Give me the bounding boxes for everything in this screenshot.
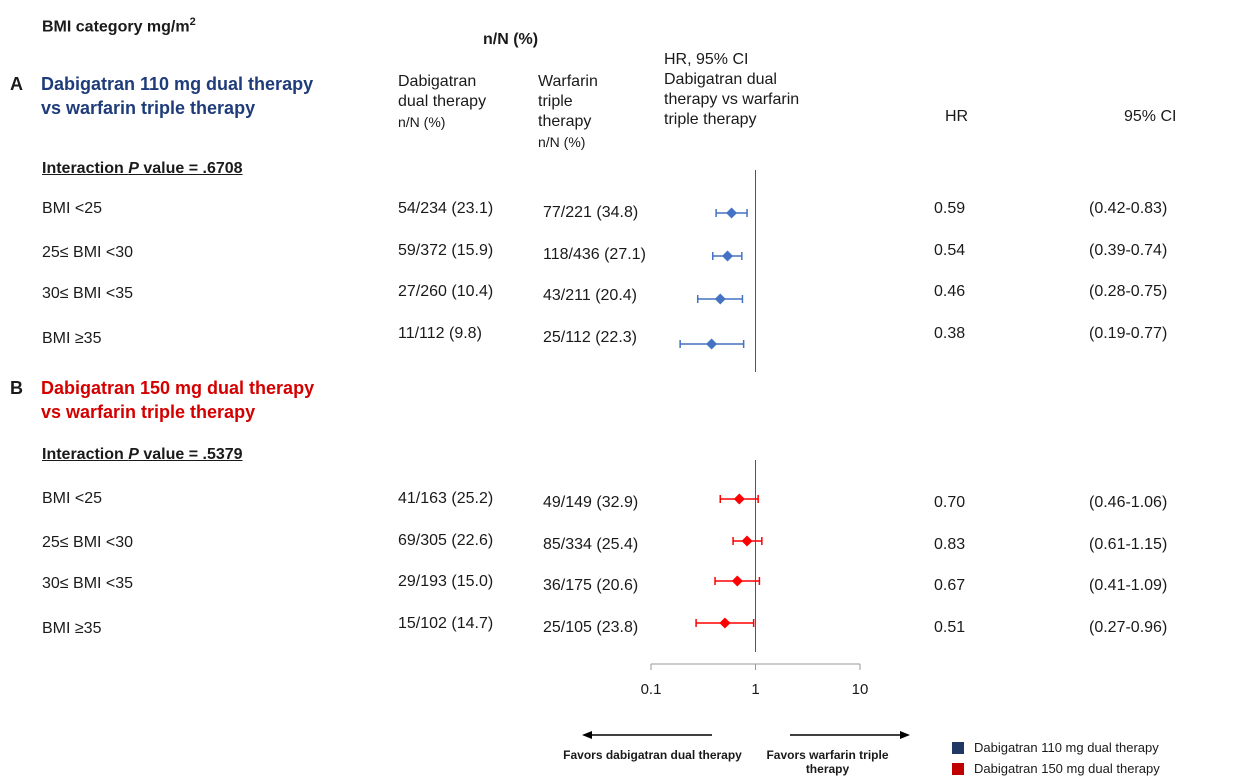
legend-label-110: Dabigatran 110 mg dual therapy <box>974 740 1159 755</box>
dabigatran-column-header: Dabigatran dual therapy n/N (%) <box>398 73 487 130</box>
row-label: 30≤ BMI <35 <box>42 285 134 302</box>
ci-value: (0.61-1.15) <box>1089 536 1168 553</box>
x-tick-label: 0.1 <box>641 681 662 698</box>
hr-value: 0.67 <box>934 577 966 594</box>
hr-point-diamond <box>719 617 731 629</box>
hr-value: 0.51 <box>934 619 966 636</box>
warf-cell: 118/436 (27.1) <box>543 246 646 263</box>
hr-value: 0.83 <box>934 536 966 553</box>
favors-left-arrowhead <box>582 731 592 739</box>
hr-point-diamond <box>733 493 745 505</box>
row-label: 30≤ BMI <35 <box>42 575 134 592</box>
favors-warfarin-caption: Favors warfarin triple therapy <box>766 748 889 776</box>
hr-value: 0.46 <box>934 283 966 300</box>
section-a-letter: A <box>10 74 23 94</box>
legend-label-150: Dabigatran 150 mg dual therapy <box>974 761 1160 776</box>
hr-point-diamond <box>741 535 753 547</box>
dabi-cell: 27/260 (10.4) <box>398 283 494 300</box>
row-label: BMI <25 <box>42 490 103 507</box>
warfarin-column-header: Warfarin triple therapy n/N (%) <box>538 73 598 150</box>
hr-value: 0.70 <box>934 494 966 511</box>
hr-ci-column-header: HR, 95% CI Dabigatran dual therapy vs wa… <box>664 51 800 128</box>
warf-cell: 43/211 (20.4) <box>543 287 637 304</box>
nn-percent-header: n/N (%) <box>483 31 539 48</box>
dabi-cell: 11/112 (9.8) <box>398 325 482 342</box>
ci-header: 95% CI <box>1124 108 1177 125</box>
dabi-cell: 15/102 (14.7) <box>398 615 494 632</box>
hr-value: 0.54 <box>934 242 966 259</box>
hr-point-diamond <box>726 207 738 219</box>
dabi-cell: 41/163 (25.2) <box>398 490 494 507</box>
hr-value: 0.59 <box>934 200 966 217</box>
legend: Dabigatran 110 mg dual therapy Dabigatra… <box>952 740 1160 776</box>
warf-cell: 36/175 (20.6) <box>543 577 639 594</box>
legend-item-150: Dabigatran 150 mg dual therapy <box>952 761 1160 776</box>
dabi-cell: 59/372 (15.9) <box>398 242 494 259</box>
hr-point-diamond <box>714 293 726 305</box>
hr-point-diamond <box>722 250 734 262</box>
ci-value: (0.42-0.83) <box>1089 200 1168 217</box>
section-b-title: Dabigatran 150 mg dual therapy vs warfar… <box>41 378 315 422</box>
bmi-category-header: BMI category mg/m2 <box>42 16 196 36</box>
hr-point-diamond <box>706 338 718 350</box>
hr-header: HR <box>945 108 969 125</box>
ci-value: (0.27-0.96) <box>1089 619 1168 636</box>
row-label: BMI ≥35 <box>42 330 102 347</box>
section-b-interaction-p: Interaction P value = .5379 <box>42 446 243 463</box>
favors-dabigatran-caption: Favors dabigatran dual therapy <box>563 748 742 762</box>
dabi-cell: 29/193 (15.0) <box>398 573 494 590</box>
row-label: 25≤ BMI <30 <box>42 244 134 261</box>
ci-value: (0.19-0.77) <box>1089 325 1168 342</box>
ci-value: (0.46-1.06) <box>1089 494 1168 511</box>
row-label: BMI <25 <box>42 200 103 217</box>
ci-value: (0.39-0.74) <box>1089 242 1168 259</box>
legend-swatch-150 <box>952 762 964 775</box>
x-tick-label: 10 <box>852 681 869 698</box>
warf-cell: 85/334 (25.4) <box>543 536 639 553</box>
dabi-cell: 69/305 (22.6) <box>398 532 494 549</box>
section-b-letter: B <box>10 378 23 398</box>
warf-cell: 77/221 (34.8) <box>543 204 639 221</box>
favors-right-arrowhead <box>900 731 910 739</box>
warf-cell: 25/112 (22.3) <box>543 329 637 346</box>
dabi-cell: 54/234 (23.1) <box>398 200 494 217</box>
row-label: BMI ≥35 <box>42 620 102 637</box>
legend-item-110: Dabigatran 110 mg dual therapy <box>952 740 1160 755</box>
row-label: 25≤ BMI <30 <box>42 534 134 551</box>
section-a-title: Dabigatran 110 mg dual therapy vs warfar… <box>41 74 314 118</box>
warf-cell: 49/149 (32.9) <box>543 494 639 511</box>
hr-value: 0.38 <box>934 325 966 342</box>
ci-value: (0.41-1.09) <box>1089 577 1168 594</box>
legend-swatch-110 <box>952 741 964 754</box>
hr-point-diamond <box>731 575 743 587</box>
warf-cell: 25/105 (23.8) <box>543 619 639 636</box>
ci-value: (0.28-0.75) <box>1089 283 1168 300</box>
x-tick-label: 1 <box>751 681 759 698</box>
section-a-interaction-p: Interaction P value = .6708 <box>42 160 243 177</box>
